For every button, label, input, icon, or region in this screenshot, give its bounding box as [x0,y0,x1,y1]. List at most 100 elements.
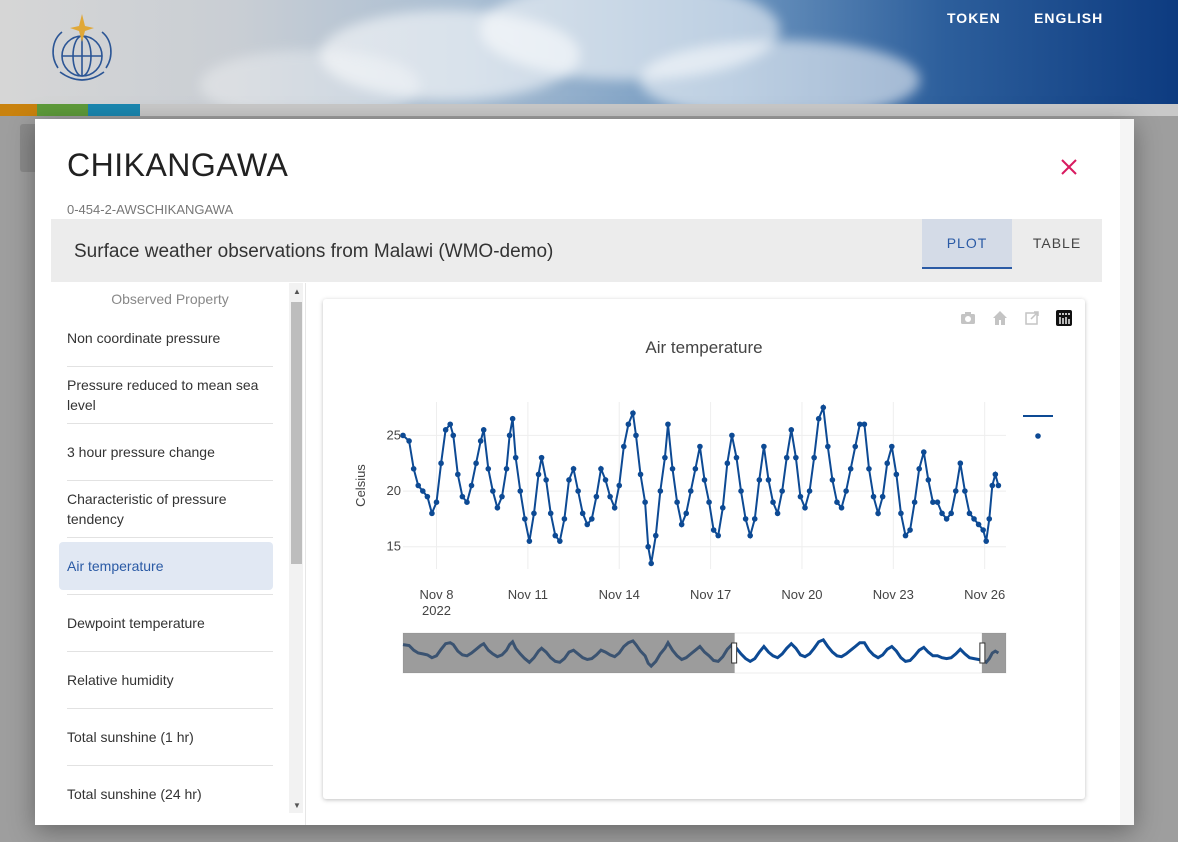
data-point [893,471,900,478]
data-point [538,454,545,461]
data-point [522,516,528,522]
data-point [400,432,406,439]
station-wsi: 0-454-2-AWSCHIKANGAWA [67,202,234,217]
data-point [678,521,685,528]
data-point [455,471,461,478]
data-point [579,510,586,517]
camera-icon[interactable] [959,309,977,327]
property-item[interactable]: Total sunshine (24 hr) [67,786,202,802]
data-point [820,404,827,411]
data-point [442,427,449,433]
plotly-logo-icon[interactable] [1055,309,1073,327]
scroll-up-icon[interactable]: ▲ [293,287,301,296]
data-point [543,477,549,483]
brand-stripe-blue [88,104,140,116]
x-tick-label: Nov 17 [690,587,731,602]
close-icon[interactable] [1055,153,1083,181]
dataset-title: Surface weather observations from Malawi… [74,241,554,262]
data-point [847,466,854,472]
data-point [980,527,986,533]
data-point [952,488,959,494]
data-point [879,493,886,500]
data-point [788,427,795,433]
data-point [589,516,595,522]
data-point [916,466,923,472]
data-point [477,438,484,444]
data-point [648,560,655,567]
scroll-down-icon[interactable]: ▼ [293,801,301,810]
data-point [531,510,537,517]
data-point [480,427,487,433]
tab-table[interactable]: TABLE [1032,235,1082,251]
data-point [943,516,950,522]
data-point [852,443,859,450]
property-item[interactable]: Total sunshine (1 hr) [67,729,194,745]
data-point [645,543,651,550]
data-point [620,443,627,450]
data-point [793,454,799,461]
data-point [861,421,868,428]
data-point [866,466,872,472]
property-item-active[interactable]: Air temperature [59,542,273,590]
data-point [710,527,717,533]
dialog-scrollbar[interactable] [1120,119,1134,825]
data-point [761,443,767,450]
data-point [751,516,758,522]
data-point [770,499,776,505]
data-point [633,432,639,439]
station-dialog: CHIKANGAWA 0-454-2-AWSCHIKANGAWA Surface… [35,119,1134,825]
data-point [433,499,440,505]
home-icon[interactable] [991,309,1009,327]
property-item[interactable]: Pressure reduced to mean sea level [67,377,259,413]
data-point [438,460,444,467]
data-point [473,460,479,467]
data-point [948,510,954,517]
wmo-logo[interactable] [46,12,118,90]
data-point [593,493,600,500]
data-point [506,432,513,439]
y-tick-label: 25 [387,427,401,442]
data-point [902,532,909,539]
data-point [779,488,785,494]
property-item[interactable]: 3 hour pressure change [67,444,215,460]
data-point [561,516,568,522]
data-point [464,499,470,505]
data-point [989,482,996,489]
data-point [797,493,804,500]
data-point [665,421,671,428]
property-item[interactable]: Relative humidity [67,672,174,688]
data-point [920,449,927,455]
data-point [742,516,749,522]
air-temperature-chart[interactable]: Air temperature Nov 8 Nov 11 Nov 14 Nov 17 No… [323,299,1085,799]
data-point [907,527,913,533]
data-point [930,499,936,505]
data-point [888,443,895,450]
data-point [557,538,563,544]
x-tick-label: Nov 14 [599,587,640,602]
series-line [402,403,1000,564]
data-point [966,510,973,517]
data-point [602,477,609,483]
x-tick-label: Nov 26 [964,587,1005,602]
data-point [911,499,918,505]
nav-token[interactable]: TOKEN [947,10,1001,26]
y-tick-label: 15 [387,539,401,554]
data-point [503,466,510,472]
property-item[interactable]: Dewpoint temperature [67,615,205,631]
data-point [642,499,648,505]
data-point [747,532,753,539]
data-point [756,477,763,483]
data-point [499,493,505,500]
data-point [547,510,554,517]
data-point [884,460,891,467]
property-item[interactable]: Non coordinate pressure [67,330,221,346]
external-link-icon[interactable] [1023,309,1041,327]
tab-plot[interactable]: PLOT [922,219,1012,269]
data-point [509,415,516,422]
brand-stripe-green [37,104,88,116]
data-point [669,466,676,472]
nav-language[interactable]: ENGLISH [1034,10,1104,26]
list-scrollbar-thumb[interactable] [291,302,302,564]
data-point [870,493,877,500]
property-item[interactable]: Characteristic of pressure tendency [67,491,227,527]
